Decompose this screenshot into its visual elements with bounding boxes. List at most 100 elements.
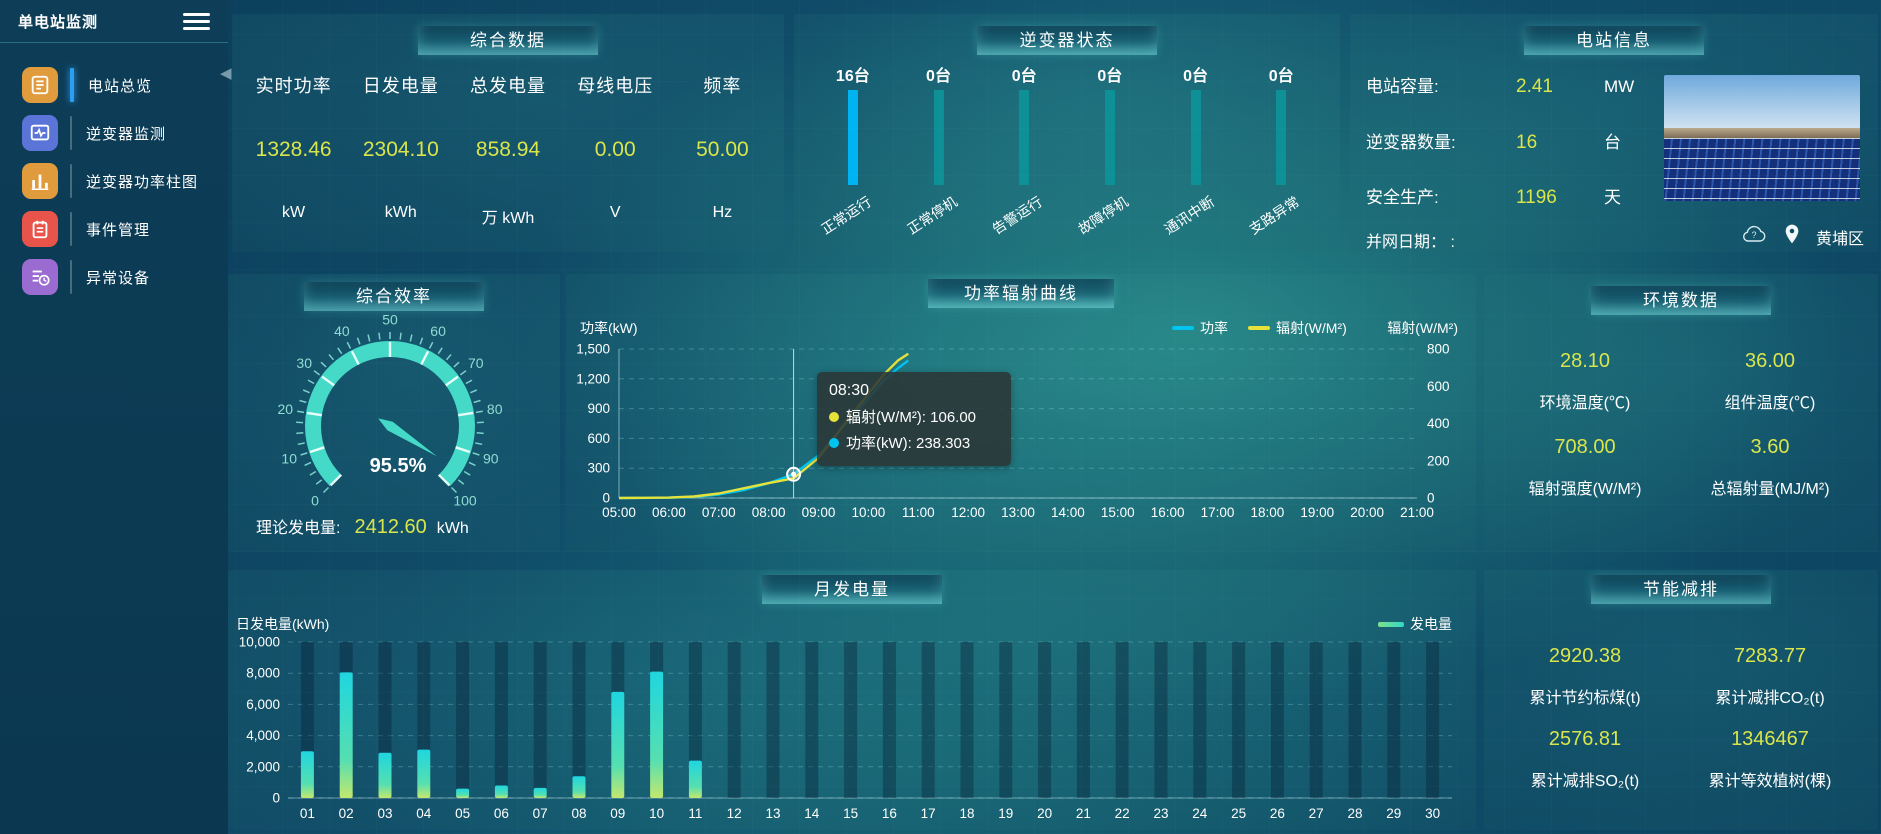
stat-label: 实时功率	[255, 76, 332, 96]
inverter-count: 0台	[1268, 68, 1294, 85]
metric-item: 2920.38 累计节约标煤(t)	[1490, 645, 1680, 708]
stat-column: 总发电量 858.94 万 kWh	[454, 72, 561, 228]
svg-text:21: 21	[1076, 806, 1091, 821]
location-pin-icon[interactable]	[1784, 224, 1800, 249]
svg-text:0: 0	[602, 491, 610, 506]
weather-cloud-icon[interactable]: ?	[1740, 224, 1768, 249]
chart-tooltip: 08:30 辐射(W/M²): 106.00 功率(kW): 238.303	[817, 372, 1011, 466]
theory-label: 理论发电量:	[256, 520, 341, 537]
sidebar-item-5[interactable]: 异常设备	[0, 253, 228, 301]
sidebar-item-3[interactable]: 逆变器功率柱图	[0, 157, 228, 205]
svg-text:13: 13	[765, 806, 780, 821]
sidebar-item-label: 电站总览	[88, 77, 153, 95]
svg-text:20:00: 20:00	[1350, 505, 1384, 520]
info-value: 2.41	[1516, 76, 1553, 97]
metric-item: 36.00 组件温度(℃)	[1675, 350, 1865, 413]
panel-title: 电站信息	[1524, 26, 1704, 55]
inverter-status-column: 0台 通讯中断	[1153, 62, 1239, 237]
svg-text:11: 11	[688, 806, 702, 821]
overview-stats: 实时功率 1328.46 kW 日发电量 2304.10 kWh 总发电量 858.94 万 k…	[240, 72, 776, 228]
inverter-status-label: 支路异常	[1246, 193, 1303, 238]
bar-day-11	[688, 760, 702, 798]
panel-power-radiation: 功率辐射曲线 功率(kW) 辐射(W/M²) 功率 辐射(W/M²) 1,500 1…	[566, 274, 1476, 552]
stat-value: 1328.46	[255, 138, 332, 161]
svg-text:26: 26	[1270, 806, 1285, 821]
svg-text:18: 18	[959, 806, 974, 821]
inverter-status-label: 故障停机	[1075, 193, 1131, 238]
stat-unit: kWh	[384, 204, 417, 221]
sidebar-item-4[interactable]: 事件管理	[0, 205, 228, 253]
svg-text:10: 10	[649, 806, 664, 821]
legend-item[interactable]: 发电量	[1378, 614, 1452, 634]
svg-text:05: 05	[455, 806, 470, 821]
bar-day-08	[572, 776, 586, 798]
metric-label: 累计减排SO₂(t)	[1530, 773, 1640, 790]
stat-column: 日发电量 2304.10 kWh	[347, 72, 454, 228]
svg-text:50: 50	[382, 312, 398, 328]
legend-item[interactable]: 功率	[1172, 318, 1228, 338]
svg-text:16:00: 16:00	[1151, 505, 1185, 520]
bar-day-07	[533, 787, 547, 798]
stat-unit: kW	[282, 204, 306, 221]
svg-text:300: 300	[587, 461, 610, 476]
svg-text:70: 70	[468, 355, 484, 371]
tooltip-rows: 辐射(W/M²): 106.00 功率(kW): 238.303	[829, 406, 999, 453]
svg-text:1,200: 1,200	[576, 371, 610, 386]
sidebar-collapse-arrow[interactable]: ◀	[220, 65, 232, 82]
metric-item: 3.60 总辐射量(MJ/M²)	[1675, 436, 1865, 499]
photo-sky	[1664, 75, 1860, 128]
sidebar-menu: 电站总览逆变器监测 逆变器功率柱图事件管理异常设备	[0, 61, 228, 301]
efficiency-gauge-chart[interactable]: 0 10 20 30 40 50 60 70 80 90 100 95.5%	[228, 274, 560, 552]
sidebar-item-1[interactable]: 电站总览	[0, 61, 228, 109]
theory-unit: kWh	[436, 520, 469, 537]
bars	[300, 671, 702, 798]
svg-text:28: 28	[1347, 806, 1362, 821]
metric-item: 28.10 环境温度(℃)	[1490, 350, 1680, 413]
metric-value: 36.00	[1744, 350, 1796, 372]
metric-item: 2576.81 累计减排SO₂(t)	[1490, 728, 1680, 791]
svg-text:80: 80	[487, 401, 503, 417]
metric-label: 环境温度(℃)	[1539, 395, 1631, 412]
svg-text:19:00: 19:00	[1300, 505, 1334, 520]
sidebar-header: 单电站监测	[0, 0, 228, 43]
metric-value: 2920.38	[1548, 645, 1622, 667]
event-management-icon	[22, 211, 58, 247]
legend-swatch	[1172, 326, 1194, 330]
inverter-status-column: 0台 故障停机	[1067, 62, 1153, 237]
bar-day-02	[339, 672, 353, 798]
sidebar-item-label: 事件管理	[86, 221, 151, 239]
svg-text:200: 200	[1427, 453, 1450, 468]
panel-title: 功率辐射曲线	[928, 279, 1114, 308]
stat-column: 实时功率 1328.46 kW	[240, 72, 347, 228]
bar-day-10	[650, 671, 664, 798]
metric-item: 7283.77 累计减排CO₂(t)	[1675, 645, 1865, 708]
legend-label: 发电量	[1410, 616, 1452, 632]
inverter-status-bar	[1019, 90, 1030, 185]
svg-text:0: 0	[311, 493, 319, 509]
hamburger-menu-icon[interactable]	[183, 9, 210, 34]
menu-divider	[70, 164, 72, 198]
svg-text:23: 23	[1153, 806, 1168, 821]
panel-title: 逆变器状态	[977, 26, 1157, 55]
panel-monthly-generation: 月发电量 日发电量(kWh) 发电量 10,000 8,000 6,000 4,000…	[228, 570, 1476, 830]
menu-divider	[70, 212, 72, 246]
svg-text:13:00: 13:00	[1001, 505, 1035, 520]
svg-text:22: 22	[1115, 806, 1130, 821]
svg-text:08:00: 08:00	[752, 505, 786, 520]
svg-text:17: 17	[921, 806, 936, 821]
x-axis-labels: 05:00 06:00 07:00 08:00 09:00 10:00 11:00 12:00…	[602, 505, 1434, 520]
bar-day-06	[494, 785, 508, 798]
legend-swatch	[1248, 326, 1270, 330]
legend-item[interactable]: 辐射(W/M²)	[1248, 318, 1347, 338]
svg-text:09:00: 09:00	[802, 505, 836, 520]
metric-value: 2576.81	[1548, 728, 1622, 750]
svg-text:800: 800	[1427, 342, 1450, 357]
menu-divider	[70, 68, 74, 102]
sidebar-item-2[interactable]: 逆变器监测	[0, 109, 228, 157]
svg-text:03: 03	[377, 806, 392, 821]
grid-lines: 10,000 8,000 6,000 4,000 2,000 0	[239, 635, 1452, 806]
svg-text:10:00: 10:00	[852, 505, 886, 520]
